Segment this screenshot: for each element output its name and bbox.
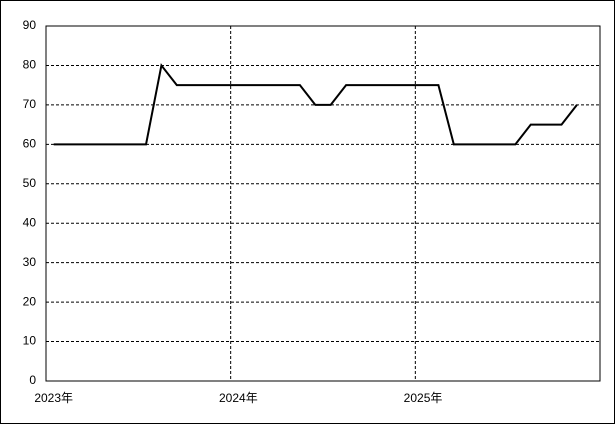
y-tick-label: 10 [23,334,37,348]
x-tick-label: 2024年 [219,391,258,405]
plot-frame [45,25,601,382]
y-tick-label: 70 [23,97,37,111]
y-tick-label: 20 [23,294,37,308]
y-tick-label: 0 [29,373,36,387]
data-line [53,63,578,146]
y-tick-label: 80 [23,58,37,72]
x-tick-label: 2025年 [404,391,443,405]
y-tick-label: 30 [23,255,37,269]
y-tick-label: 90 [23,18,37,32]
y-tick-label: 50 [23,176,37,190]
x-tick-label: 2023年 [34,391,73,405]
y-tick-label: 40 [23,215,37,229]
y-tick-label: 60 [23,137,37,151]
